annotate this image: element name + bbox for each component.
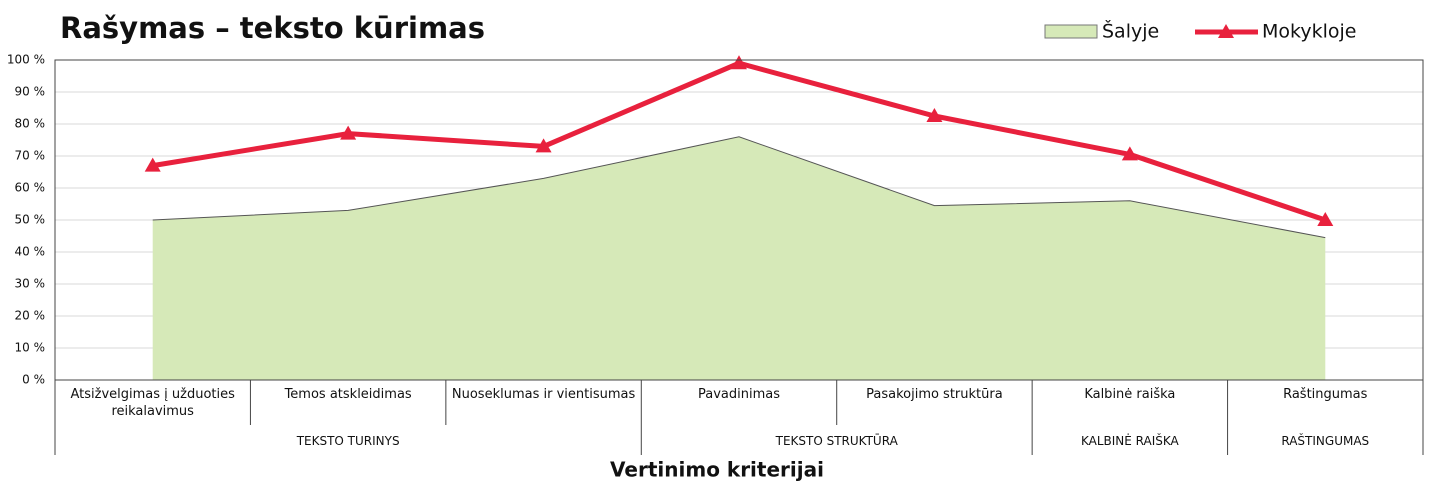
y-tick-label: 30 % [15,277,46,291]
y-tick-label: 60 % [15,181,46,195]
x-tick-label: Kalbinė raiška [1084,387,1176,402]
group-label: TEKSTO TURINYS [296,434,400,448]
y-tick-label: 0 % [22,373,45,387]
y-tick-label: 40 % [15,245,46,259]
y-tick-label: 20 % [15,309,46,323]
marker [340,125,357,140]
legend-label: Šalyje [1102,19,1159,43]
x-tick-label: Nuoseklumas ir vientisumas [451,387,636,402]
plot-border [54,59,1424,381]
y-tick-label: 100 % [7,53,45,67]
group-label: RAŠTINGUMAS [1281,434,1370,448]
x-tick-label: Pasakojimo struktūra [866,387,1003,402]
marker [731,55,747,70]
marker [926,108,943,122]
y-tick-label: 90 % [15,85,46,99]
x-tick-label: Pavadinimas [697,387,780,402]
marker [144,157,161,172]
group-label: TEKSTO STRUKTŪRA [775,434,898,448]
legend-swatch [1044,24,1098,39]
marker [1121,146,1138,161]
legend-marker [1218,24,1234,38]
y-tick-label: 50 % [15,213,46,227]
x-tick-label: Raštingumas [1283,387,1368,402]
chart-title: Rašymas – teksto kūrimas [60,11,485,45]
y-tick-label: 70 % [15,149,46,163]
marker [535,138,552,153]
x-tick-label: Atsižvelgimas į užduoties reikalavimus [70,387,235,419]
y-tick-label: 80 % [15,117,46,131]
area-edge [152,136,1326,239]
x-axis-title: Vertinimo kriterijai [610,458,824,482]
legend-label: Mokykloje [1262,21,1356,43]
group-label: KALBINĖ RAIŠKA [1080,434,1179,448]
marker [1317,212,1334,226]
x-tick-label: Temos atskleidimas [284,387,412,402]
area [152,136,1326,380]
y-tick-label: 10 % [15,341,46,355]
